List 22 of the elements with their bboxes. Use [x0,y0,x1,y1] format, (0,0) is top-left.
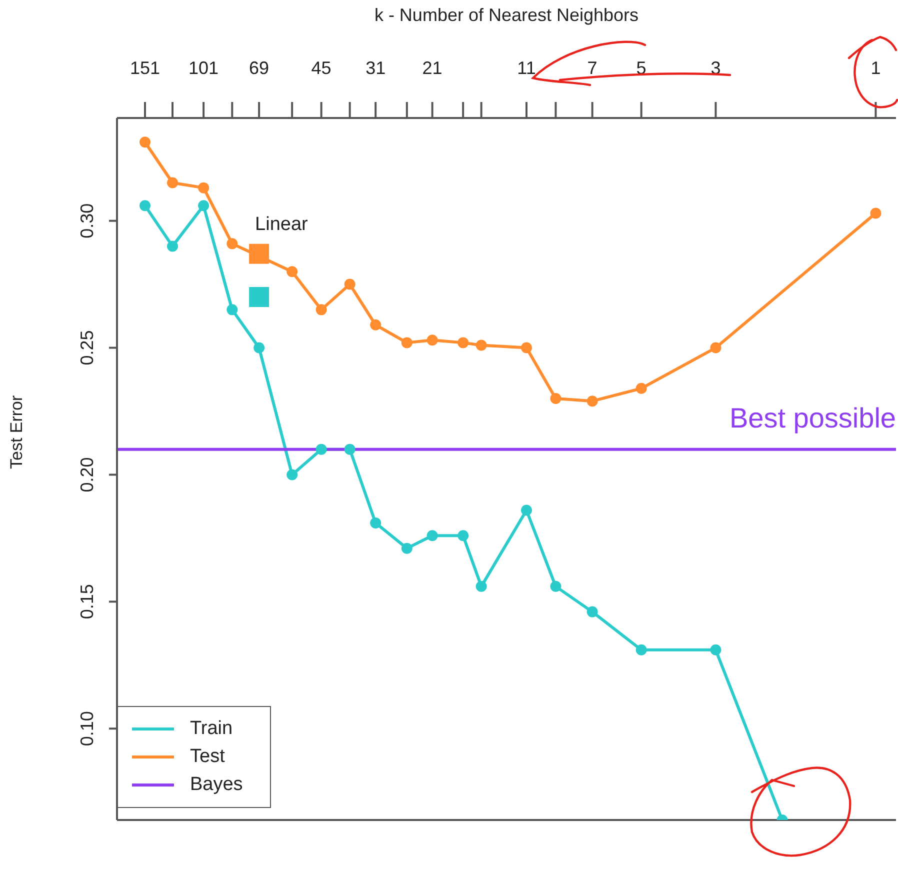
y-tick-label: 0.20 [77,457,97,492]
x-tick-label: 11 [517,58,536,78]
legend-label: Bayes [190,774,243,796]
annotation: Best possible [729,402,896,434]
y-tick-label: 0.15 [77,584,97,620]
x-tick-label: 151 [130,58,160,78]
y-tick-label: 0.30 [77,203,97,238]
legend-label: Test [190,746,225,768]
x-tick-label: 101 [188,58,219,78]
x-tick-label: 7 [587,58,598,78]
x-tick-label: 5 [636,58,646,78]
x-tick-label: 31 [366,58,386,78]
legend-label: Train [190,718,233,740]
y-tick-label: 0.25 [77,330,97,366]
annotation: Linear [255,214,309,235]
x-tick-label: 1 [870,58,881,78]
x-tick-label: 21 [422,58,442,78]
x-axis-title: k - Number of Nearest Neighbors [374,4,639,25]
x-tick-label: 45 [311,58,332,78]
x-tick-label: 69 [249,58,270,78]
y-axis-title: Test Error [7,394,26,469]
y-tick-label: 0.10 [77,711,97,746]
